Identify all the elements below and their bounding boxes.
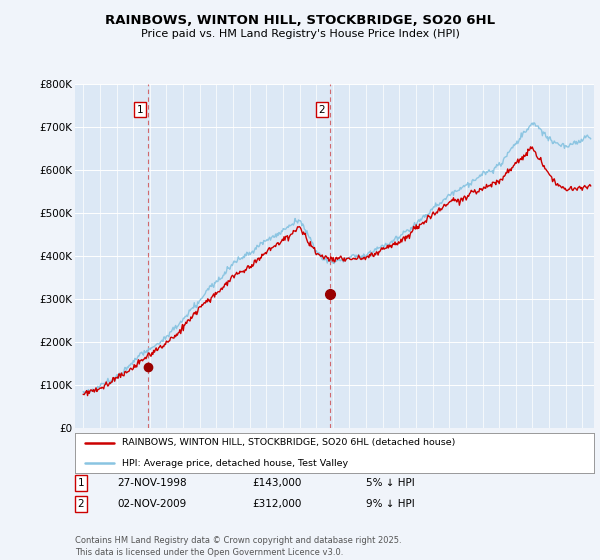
Text: 2: 2 — [77, 499, 85, 509]
Text: 5% ↓ HPI: 5% ↓ HPI — [366, 478, 415, 488]
Text: RAINBOWS, WINTON HILL, STOCKBRIDGE, SO20 6HL (detached house): RAINBOWS, WINTON HILL, STOCKBRIDGE, SO20… — [122, 438, 455, 447]
Text: 1: 1 — [77, 478, 85, 488]
Text: 02-NOV-2009: 02-NOV-2009 — [117, 499, 186, 509]
Text: 2: 2 — [319, 105, 325, 115]
Text: £312,000: £312,000 — [252, 499, 301, 509]
Text: 9% ↓ HPI: 9% ↓ HPI — [366, 499, 415, 509]
Text: Price paid vs. HM Land Registry's House Price Index (HPI): Price paid vs. HM Land Registry's House … — [140, 29, 460, 39]
Text: 1: 1 — [137, 105, 143, 115]
Text: HPI: Average price, detached house, Test Valley: HPI: Average price, detached house, Test… — [122, 459, 348, 468]
Text: 27-NOV-1998: 27-NOV-1998 — [117, 478, 187, 488]
Text: Contains HM Land Registry data © Crown copyright and database right 2025.
This d: Contains HM Land Registry data © Crown c… — [75, 536, 401, 557]
Text: £143,000: £143,000 — [252, 478, 301, 488]
Text: RAINBOWS, WINTON HILL, STOCKBRIDGE, SO20 6HL: RAINBOWS, WINTON HILL, STOCKBRIDGE, SO20… — [105, 14, 495, 27]
